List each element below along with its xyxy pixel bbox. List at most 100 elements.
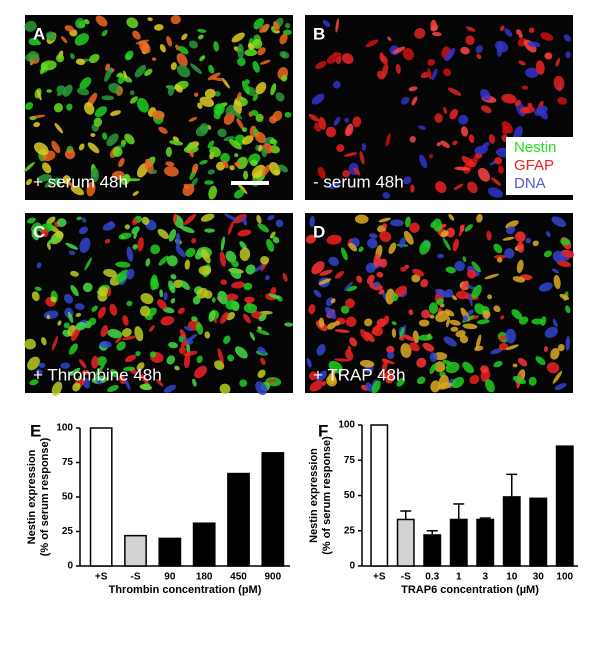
cell	[63, 322, 70, 329]
cell	[129, 90, 135, 96]
cell	[217, 290, 229, 305]
cell	[261, 147, 268, 158]
cell	[493, 360, 503, 368]
cell	[319, 269, 333, 276]
cell	[257, 223, 269, 233]
cell	[494, 156, 503, 165]
cell	[417, 376, 426, 385]
cell	[234, 189, 245, 199]
cell	[282, 272, 288, 282]
cell	[204, 180, 214, 185]
cell	[434, 113, 443, 123]
cell	[435, 181, 447, 193]
cell	[184, 326, 193, 332]
cell	[188, 117, 198, 122]
cell	[260, 357, 266, 366]
cell	[132, 244, 138, 250]
cell	[279, 33, 288, 45]
cell	[239, 379, 248, 387]
cell	[83, 19, 90, 25]
cell	[197, 102, 203, 109]
cell	[64, 25, 74, 32]
cell	[226, 293, 239, 301]
y-tick-label: 25	[62, 526, 74, 537]
cell	[332, 52, 342, 57]
cell	[422, 342, 435, 352]
cell	[480, 365, 489, 374]
cell	[501, 93, 517, 104]
cell	[385, 133, 391, 147]
cell	[204, 88, 216, 99]
cell	[139, 305, 151, 317]
cell	[54, 122, 64, 134]
cell	[333, 320, 341, 326]
cell	[220, 152, 230, 163]
cell	[70, 270, 79, 277]
cell	[234, 346, 248, 359]
cell	[129, 96, 138, 104]
cell	[434, 361, 446, 373]
cell	[565, 51, 571, 59]
cell	[418, 334, 433, 341]
cell	[134, 326, 144, 342]
cell	[50, 296, 57, 303]
cell	[475, 334, 482, 350]
cell	[144, 158, 154, 174]
cell	[429, 314, 435, 319]
cell	[466, 309, 474, 316]
cell	[565, 336, 571, 351]
cell	[540, 32, 554, 41]
cell	[387, 36, 392, 42]
cell	[462, 256, 467, 263]
cell	[115, 336, 122, 344]
cell	[260, 255, 269, 265]
cell	[436, 298, 444, 305]
cell	[140, 292, 154, 305]
cell	[540, 316, 547, 326]
cell	[485, 379, 495, 393]
cell	[136, 362, 145, 371]
cell	[25, 178, 33, 186]
cell	[258, 313, 267, 322]
panel-label: A	[33, 24, 45, 43]
cell	[379, 258, 388, 268]
cell	[448, 213, 455, 221]
cell	[180, 226, 195, 233]
cell	[309, 216, 315, 228]
cell	[278, 164, 289, 173]
cell	[481, 105, 492, 114]
cell	[54, 177, 61, 186]
cell	[72, 382, 81, 392]
x-tick-label: -S	[131, 572, 141, 583]
cell	[126, 268, 135, 280]
cell	[325, 126, 337, 138]
cell	[200, 213, 215, 222]
cell	[68, 343, 78, 355]
x-axis-label: TRAP6 concentration (µM)	[401, 584, 539, 596]
cell	[150, 169, 158, 175]
y-tick-label: 0	[349, 561, 355, 572]
cell	[195, 322, 204, 335]
cell	[118, 375, 126, 385]
cell	[444, 48, 456, 62]
cell	[239, 241, 247, 250]
cell	[369, 233, 378, 239]
cell	[176, 65, 191, 78]
cell	[170, 274, 177, 280]
cell	[552, 370, 563, 384]
cell	[124, 50, 134, 61]
cell	[255, 82, 267, 95]
chart-panel-label: F	[318, 421, 328, 440]
cell	[565, 305, 571, 314]
cell	[107, 329, 123, 339]
panel-caption: + TRAP 48h	[313, 365, 405, 384]
cell	[454, 260, 465, 272]
cell	[24, 20, 37, 32]
cell	[170, 62, 177, 71]
cell	[99, 340, 112, 349]
cell	[504, 248, 515, 259]
cell	[83, 102, 95, 115]
cell	[163, 292, 168, 301]
cell	[442, 359, 452, 365]
cell	[466, 269, 477, 279]
